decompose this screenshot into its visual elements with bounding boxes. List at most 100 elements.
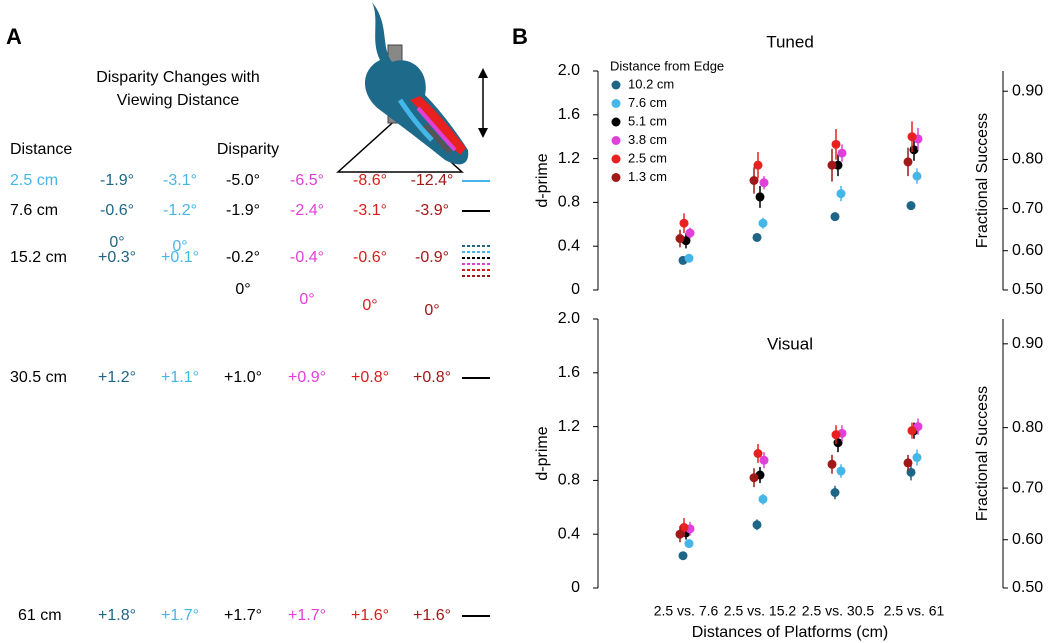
y2-tick-label: 0.90 — [1012, 335, 1043, 352]
disparity: +1.6° — [413, 607, 451, 624]
y2-axis-label: Fractional Success — [974, 386, 991, 521]
panel-label: A — [6, 24, 22, 49]
legend-marker — [611, 136, 621, 145]
data-point — [833, 438, 843, 448]
data-point — [912, 171, 922, 181]
data-point — [752, 520, 762, 530]
y2-tick-label: 0.60 — [1012, 531, 1043, 548]
y2-tick-label: 0.90 — [1012, 82, 1043, 99]
row-distance: 7.6 cm — [10, 202, 58, 219]
disparity: -3.1° — [163, 172, 197, 189]
disparity: -3.9° — [415, 202, 449, 219]
x-axis-label: Distances of Platforms (cm) — [692, 624, 888, 641]
table-title: Disparity Changes with — [96, 69, 260, 86]
data-point — [906, 201, 916, 211]
legend-label: 1.3 cm — [628, 169, 667, 184]
legend-label: 7.6 cm — [628, 95, 667, 110]
disparity: -12.4° — [411, 172, 454, 189]
x-tick-label: 2.5 vs. 7.6 — [654, 603, 719, 619]
disparity: -0.6° — [353, 249, 387, 266]
data-point — [679, 218, 689, 228]
data-point — [903, 458, 913, 468]
data-point — [753, 160, 763, 170]
disparity: +0.3° — [98, 249, 136, 266]
row-distance: 15.2 cm — [10, 249, 67, 266]
zero-label: 0° — [362, 297, 377, 314]
data-point — [827, 160, 837, 170]
data-point — [912, 453, 922, 463]
data-point — [753, 449, 763, 458]
y-tick-label: 0.4 — [558, 237, 580, 254]
y-tick-label: 0 — [571, 579, 580, 596]
disparity: -6.5° — [290, 172, 324, 189]
data-point — [909, 145, 919, 155]
data-point — [749, 176, 759, 185]
legend-marker — [611, 173, 621, 182]
zero-label: 0° — [235, 281, 250, 298]
data-point — [903, 157, 913, 167]
chart-title: Visual — [767, 334, 813, 353]
row-distance: 2.5 cm — [10, 172, 58, 189]
legend-label: 2.5 cm — [628, 150, 667, 165]
data-point — [831, 139, 841, 149]
panel-label: B — [512, 24, 528, 49]
legend-marker — [611, 117, 621, 127]
data-point — [758, 494, 768, 504]
y2-tick-label: 0.80 — [1012, 151, 1043, 168]
y-tick-label: 1.2 — [558, 150, 580, 167]
y-axis-label: d-prime — [534, 426, 551, 480]
y2-tick-label: 0.70 — [1012, 479, 1043, 496]
data-point — [685, 228, 695, 238]
legend-label: 10.2 cm — [628, 76, 674, 91]
disparity: -0.9° — [415, 249, 449, 266]
legend-marker — [611, 154, 621, 164]
disparity: -0.4° — [290, 249, 324, 266]
legend-marker — [611, 80, 621, 90]
disparity: -2.4° — [290, 202, 324, 219]
zero-label: 0° — [424, 302, 439, 319]
data-point — [907, 132, 917, 142]
data-point — [675, 529, 685, 539]
column-header: Disparity — [217, 141, 279, 158]
y2-tick-label: 0.60 — [1012, 242, 1043, 259]
y2-tick-label: 0.70 — [1012, 200, 1043, 217]
data-point — [758, 218, 768, 228]
disparity: -1.2° — [163, 202, 197, 219]
column-header: Distance — [10, 141, 72, 158]
y2-tick-label: 0.50 — [1012, 281, 1043, 298]
data-point — [684, 253, 694, 263]
y-tick-label: 0 — [571, 281, 580, 298]
data-point — [678, 551, 688, 561]
y-axis-label: d-prime — [534, 153, 551, 207]
data-point — [830, 212, 840, 222]
disparity: +1.1° — [161, 369, 199, 386]
disparity: -5.0° — [226, 172, 260, 189]
data-point — [675, 234, 685, 244]
legend-marker — [611, 99, 621, 108]
legend-label: 5.1 cm — [628, 113, 667, 128]
data-point — [831, 430, 841, 440]
data-point — [752, 232, 762, 242]
disparity: +1.7° — [288, 607, 326, 624]
legend-title: Distance from Edge — [610, 58, 724, 73]
y-tick-label: 0.4 — [558, 525, 580, 542]
disparity: +1.8° — [98, 607, 136, 624]
disparity: -0.6° — [100, 202, 134, 219]
data-point — [827, 459, 837, 469]
disparity: +1.7° — [161, 607, 199, 624]
disparity: +0.8° — [351, 369, 389, 386]
disparity: +0.9° — [288, 369, 326, 386]
data-point — [830, 488, 840, 498]
x-tick-label: 2.5 vs. 15.2 — [724, 603, 797, 619]
y-tick-label: 2.0 — [558, 310, 580, 327]
disparity: +1.6° — [351, 607, 389, 624]
zero-label: 0° — [109, 234, 124, 251]
row-distance: 30.5 cm — [10, 369, 67, 386]
disparity: +1.7° — [224, 607, 262, 624]
y-tick-label: 0.8 — [558, 194, 580, 211]
data-point — [759, 455, 769, 465]
disparity: -3.1° — [353, 202, 387, 219]
y-tick-label: 1.6 — [558, 364, 580, 381]
y2-tick-label: 0.50 — [1012, 579, 1043, 596]
